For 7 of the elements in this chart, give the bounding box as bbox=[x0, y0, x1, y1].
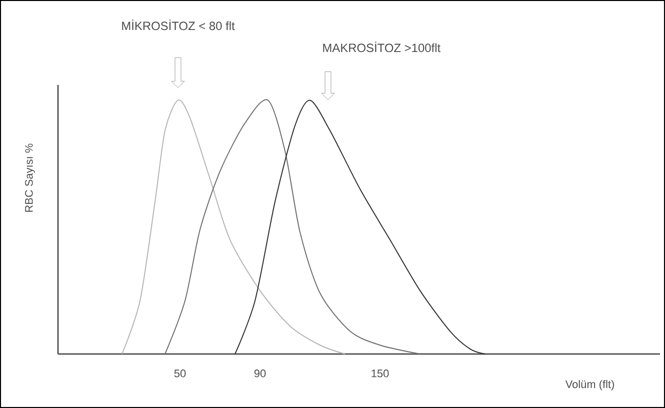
x-tick-label: 90 bbox=[254, 370, 266, 378]
x-tick-label: 150 bbox=[372, 370, 389, 378]
text: MAKROSİTOZ >100flt bbox=[323, 42, 440, 52]
text: MİKROSİTOZ < 80 flt bbox=[122, 20, 235, 30]
y-axis-title: RBC Sayısı % bbox=[25, 144, 35, 212]
x-axis-title: Volüm (flt) bbox=[565, 380, 614, 390]
x-tick-label: 50 bbox=[174, 370, 186, 378]
